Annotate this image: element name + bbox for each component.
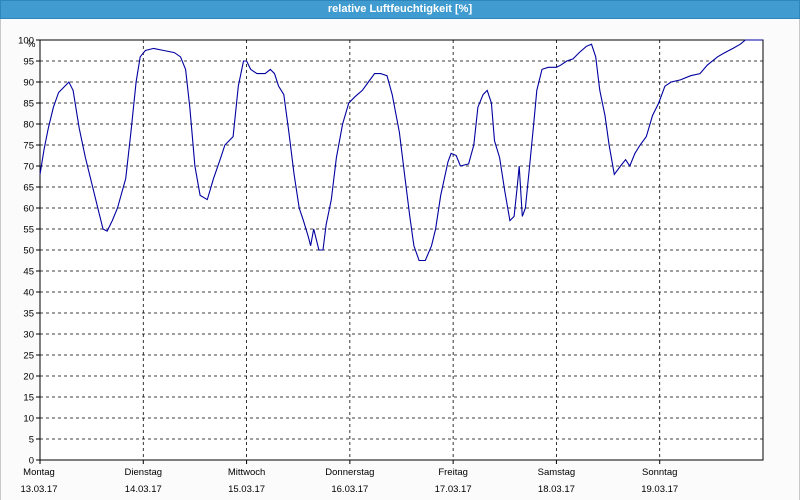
y-tick-label: 90 [23, 78, 34, 89]
y-tick-label: 80 [23, 120, 34, 131]
x-tick-date-label: 19.03.17 [641, 484, 678, 495]
y-axis: 0 5 10 15 20 25 30 35 40 45 50 55 60 65 70 75 80 85 90 95 10… [18, 36, 40, 467]
x-tick-day-label: Freitag [438, 467, 468, 478]
y-tick-label: 100 [18, 36, 34, 47]
y-tick-label: 20 [23, 372, 34, 383]
y-tick-label: 50 [23, 246, 34, 257]
humidity-series-line [39, 39, 763, 262]
y-tick-label: 60 [23, 204, 34, 215]
grid-lines [40, 40, 763, 460]
x-tick-day-label: Dienstag [125, 467, 163, 478]
x-tick-date-label: 14.03.17 [125, 484, 162, 495]
y-tick-label: 40 [23, 288, 34, 299]
y-tick-label: 55 [23, 225, 34, 236]
x-tick-day-label: Montag [23, 467, 55, 478]
x-tick-day-label: Mittwoch [228, 467, 265, 478]
x-tick-date-label: 16.03.17 [331, 484, 368, 495]
y-tick-label: 15 [23, 393, 34, 404]
x-tick-date-label: 13.03.17 [21, 484, 58, 495]
x-tick-day-label: Sonntag [642, 467, 677, 478]
y-tick-label: 30 [23, 330, 34, 341]
y-tick-label: 70 [23, 162, 34, 173]
y-tick-label: 10 [23, 414, 34, 425]
y-tick-label: 95 [23, 57, 34, 68]
y-tick-label: 0 [29, 456, 34, 467]
x-tick-date-label: 15.03.17 [228, 484, 265, 495]
y-tick-label: 25 [23, 351, 34, 362]
y-tick-label: 5 [29, 435, 34, 446]
y-tick-label: 65 [23, 183, 34, 194]
y-tick-label: 35 [23, 309, 34, 320]
x-tick-date-label: 18.03.17 [538, 484, 575, 495]
y-tick-label: 45 [23, 267, 34, 278]
x-axis: Montag 13.03.17 Dienstag 14.03.17 Mittwoch 15… [21, 460, 678, 495]
x-tick-day-label: Donnerstag [325, 467, 374, 478]
x-tick-day-label: Samstag [538, 467, 576, 478]
y-tick-label: 75 [23, 141, 34, 152]
x-tick-date-label: 17.03.17 [435, 484, 472, 495]
chart-title: relative Luftfeuchtigkeit [%] [0, 0, 800, 19]
y-tick-label: 85 [23, 99, 34, 110]
y-axis-label: % [27, 39, 36, 50]
